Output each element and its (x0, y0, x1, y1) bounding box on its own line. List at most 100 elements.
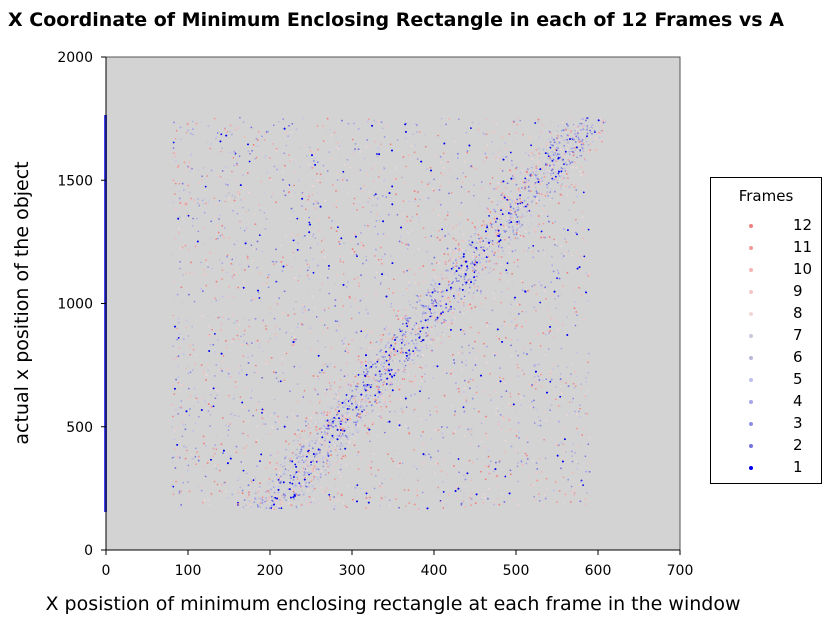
scatter-point (283, 465, 286, 467)
scatter-point (516, 123, 518, 126)
scatter-point (438, 230, 440, 232)
scatter-point (299, 166, 302, 168)
scatter-point (539, 419, 542, 422)
scatter-point (296, 217, 299, 220)
scatter-point (445, 123, 447, 126)
scatter-point (269, 337, 272, 340)
scatter-point (535, 206, 537, 208)
scatter-point (562, 443, 565, 446)
scatter-point (473, 251, 475, 254)
scatter-point (475, 228, 477, 231)
scatter-point (535, 202, 538, 205)
scatter-point (265, 325, 267, 327)
scatter-point (194, 455, 197, 458)
scatter-point (328, 382, 331, 384)
scatter-point (355, 253, 358, 256)
scatter-point (385, 383, 388, 385)
scatter-point (373, 398, 376, 400)
scatter-point (465, 283, 467, 285)
scatter-point (573, 494, 576, 497)
scatter-point (370, 211, 372, 213)
scatter-point (347, 484, 350, 487)
scatter-point (346, 179, 348, 182)
scatter-point (511, 211, 513, 214)
scatter-point (243, 447, 246, 449)
scatter-point (335, 477, 338, 479)
scatter-point (407, 231, 410, 234)
scatter-point (289, 481, 291, 484)
scatter-point (275, 377, 278, 380)
scatter-point (543, 439, 545, 441)
scatter-point (567, 412, 570, 415)
scatter-point (441, 341, 444, 344)
scatter-point (284, 457, 286, 460)
scatter-point (177, 318, 180, 321)
scatter-point (449, 452, 451, 455)
scatter-point (488, 215, 490, 217)
scatter-point (437, 200, 439, 203)
scatter-point (573, 139, 575, 141)
scatter-point (493, 268, 495, 271)
scatter-point (266, 499, 268, 502)
scatter-point (499, 167, 502, 170)
scatter-point (255, 138, 258, 140)
scatter-point (591, 133, 593, 135)
scatter-point (289, 457, 292, 459)
scatter-point (177, 321, 180, 324)
scatter-point (570, 485, 573, 488)
scatter-point (179, 216, 181, 218)
scatter-point (588, 500, 590, 503)
scatter-point (232, 278, 235, 281)
scatter-point (341, 406, 344, 408)
scatter-point (203, 465, 205, 468)
scatter-point (304, 472, 307, 475)
scatter-point (335, 434, 338, 437)
scatter-point (561, 257, 563, 260)
scatter-point (473, 271, 476, 274)
scatter-point (301, 490, 304, 492)
scatter-point (351, 442, 354, 445)
scatter-point (533, 496, 535, 498)
scatter-point (308, 459, 311, 462)
scatter-point (508, 242, 510, 245)
scatter-point (336, 411, 339, 414)
scatter-point (383, 381, 386, 383)
scatter-point (377, 435, 379, 438)
scatter-point (458, 252, 461, 255)
scatter-point (319, 319, 321, 321)
scatter-point (486, 244, 488, 247)
scatter-point (579, 122, 581, 125)
scatter-point (276, 462, 278, 465)
scatter-point (514, 211, 516, 214)
scatter-point (339, 258, 342, 260)
scatter-point (532, 299, 535, 301)
scatter-point (374, 225, 376, 228)
scatter-point (295, 222, 297, 224)
scatter-point (318, 222, 320, 225)
scatter-point (583, 158, 586, 160)
scatter-point (558, 490, 561, 492)
scatter-point (303, 307, 305, 309)
scatter-point (175, 210, 178, 212)
scatter-point (172, 493, 175, 496)
scatter-point (275, 336, 278, 339)
scatter-point (513, 233, 515, 236)
scatter-point (555, 175, 557, 178)
scatter-point (452, 251, 454, 254)
scatter-point (372, 363, 374, 366)
scatter-point (174, 237, 177, 240)
scatter-point (567, 177, 569, 180)
scatter-point (220, 150, 222, 153)
scatter-point (390, 255, 392, 257)
scatter-point (533, 327, 536, 329)
scatter-point (377, 469, 380, 471)
scatter-point (463, 496, 465, 499)
scatter-point (523, 250, 525, 252)
scatter-point (561, 194, 563, 197)
scatter-point (481, 247, 484, 250)
scatter-point (346, 411, 348, 414)
scatter-point (376, 197, 379, 200)
scatter-point (282, 256, 284, 259)
scatter-point (213, 480, 216, 483)
scatter-point (185, 474, 188, 476)
